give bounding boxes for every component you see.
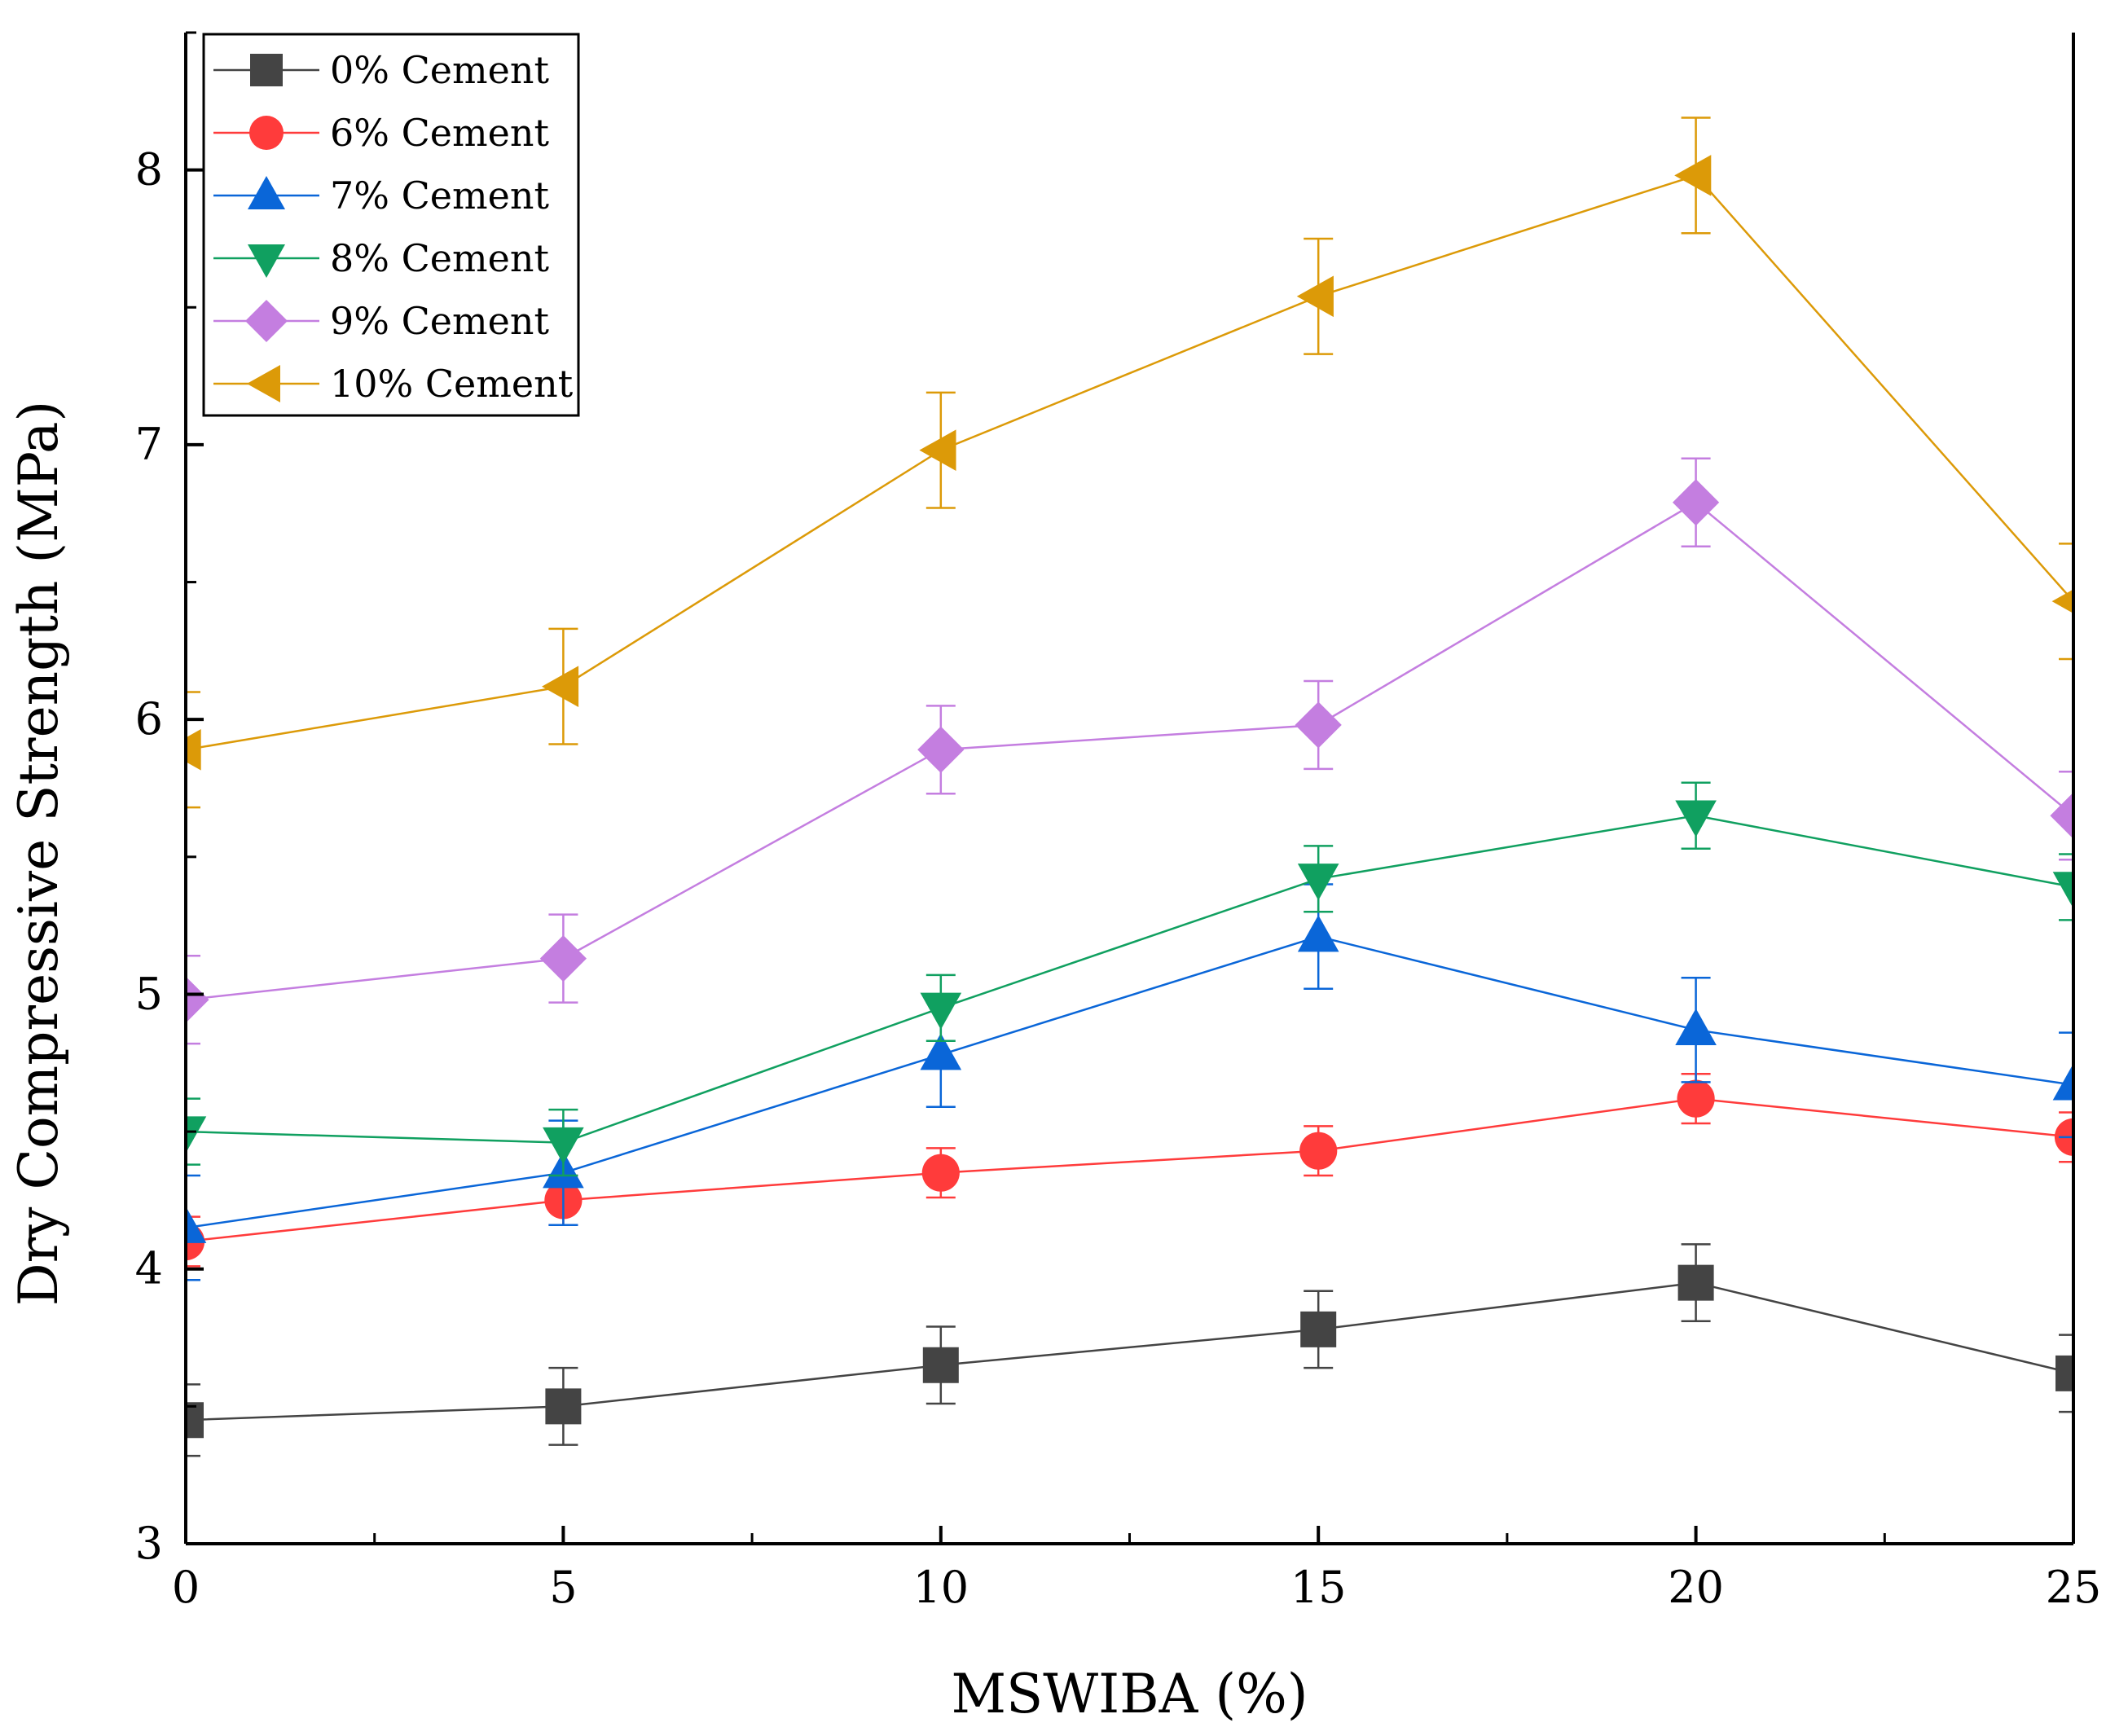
legend-item-0: 0% Cement <box>213 48 549 92</box>
data-point <box>1675 1008 1717 1045</box>
data-point <box>1296 275 1334 318</box>
data-point <box>186 976 209 1023</box>
legend-swatch-marker <box>248 244 285 278</box>
data-point <box>920 1033 962 1070</box>
legend-swatch-marker <box>248 176 285 209</box>
data-point <box>186 1402 204 1439</box>
data-point <box>1677 1079 1715 1118</box>
data-point <box>1675 800 1717 837</box>
x-tick-label: 15 <box>1290 1562 1347 1613</box>
legend-item-4: 9% Cement <box>213 299 549 343</box>
data-point <box>1673 479 1720 526</box>
data-point <box>545 1388 582 1425</box>
data-point <box>1300 1311 1337 1347</box>
data-point <box>917 726 965 773</box>
legend-swatch-marker <box>245 300 288 342</box>
x-tick-label: 20 <box>1668 1562 1724 1613</box>
data-point <box>2052 872 2073 909</box>
data-point <box>1297 915 1339 952</box>
data-point <box>1674 155 1712 196</box>
series-4 <box>186 457 2073 1045</box>
data-point <box>542 666 579 708</box>
data-point <box>539 935 587 982</box>
data-point <box>186 1206 207 1243</box>
x-tick-label: 0 <box>172 1562 200 1613</box>
y-tick-label: 6 <box>135 693 163 745</box>
legend-swatch-marker <box>247 365 280 402</box>
series-line <box>186 814 2073 1144</box>
legend-swatch-marker <box>249 116 284 150</box>
y-axis-title: Dry Compressive Strength (MPa) <box>7 401 70 1307</box>
series-5 <box>186 116 2073 809</box>
data-point <box>2055 1355 2073 1391</box>
legend-label: 0% Cement <box>330 48 549 92</box>
legend: 0% Cement 6% Cement 7% Cement 8% Cement 9% C… <box>202 33 580 417</box>
series-line <box>186 501 2073 1001</box>
legend-item-5: 10% Cement <box>213 362 574 406</box>
legend-label: 9% Cement <box>330 299 549 343</box>
legend-item-3: 8% Cement <box>213 236 549 280</box>
data-point <box>1299 1132 1338 1170</box>
series-2 <box>186 883 2073 1281</box>
data-point <box>2050 792 2073 839</box>
data-point <box>543 1127 584 1164</box>
x-tick-label: 5 <box>549 1562 577 1613</box>
x-tick-label: 25 <box>2046 1562 2102 1613</box>
series-layer <box>186 116 2073 1457</box>
data-point <box>186 1116 207 1154</box>
series-line <box>186 935 2073 1229</box>
legend-item-1: 6% Cement <box>213 111 549 155</box>
data-point <box>922 1347 959 1383</box>
legend-label: 7% Cement <box>330 174 549 218</box>
y-tick-label: 5 <box>135 968 163 1019</box>
x-axis-title: MSWIBA (%) <box>951 1663 1308 1725</box>
series-line <box>186 1281 2073 1422</box>
data-point <box>920 992 962 1030</box>
legend-swatch-marker <box>250 54 283 86</box>
legend-label: 10% Cement <box>330 362 574 406</box>
series-0 <box>186 1243 2073 1457</box>
data-point <box>186 728 201 771</box>
data-point <box>919 429 956 471</box>
series-1 <box>186 1073 2073 1268</box>
y-tick-label: 4 <box>135 1243 163 1294</box>
data-point <box>1297 864 1339 901</box>
y-tick-label: 3 <box>135 1518 163 1569</box>
data-point <box>921 1154 960 1192</box>
axes-layer: 0 5 10 15 20 25 3 4 5 6 7 8 <box>135 31 2102 1613</box>
data-point <box>2051 589 2073 613</box>
series-3 <box>186 781 2073 1177</box>
legend-box <box>202 33 580 417</box>
series-line <box>186 174 2073 751</box>
x-tick-label: 10 <box>912 1562 969 1613</box>
series-line <box>186 1097 2073 1243</box>
data-point <box>1295 701 1342 749</box>
data-point <box>1677 1264 1714 1301</box>
legend-label: 8% Cement <box>330 236 549 280</box>
y-tick-label: 7 <box>135 419 163 470</box>
y-tick-label: 8 <box>135 144 163 196</box>
legend-label: 6% Cement <box>330 111 549 155</box>
data-point <box>2052 1063 2073 1101</box>
legend-item-2: 7% Cement <box>213 174 549 218</box>
